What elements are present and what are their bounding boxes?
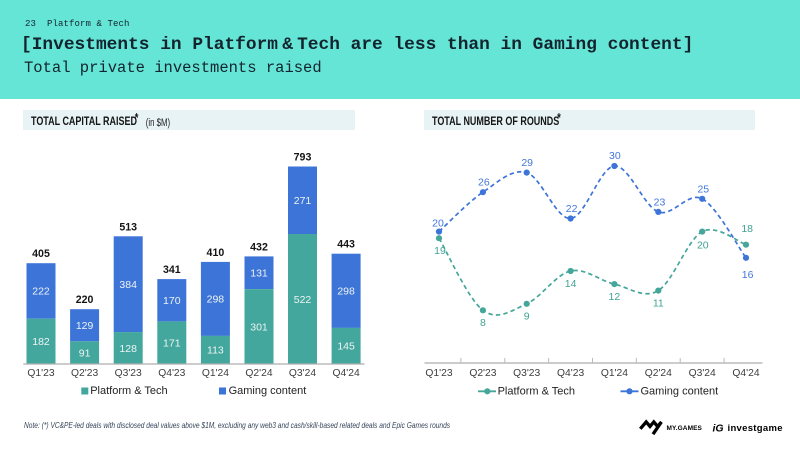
svg-text:145: 145 xyxy=(337,341,355,353)
svg-text:19: 19 xyxy=(434,245,446,257)
svg-text:91: 91 xyxy=(79,348,91,360)
svg-text:271: 271 xyxy=(294,195,312,207)
svg-text:30: 30 xyxy=(609,150,621,162)
svg-text:14: 14 xyxy=(565,278,577,290)
svg-text:9: 9 xyxy=(524,311,530,323)
svg-text:113: 113 xyxy=(207,345,224,357)
svg-text:341: 341 xyxy=(163,264,181,276)
svg-text:222: 222 xyxy=(32,286,50,298)
svg-text:Q4'24: Q4'24 xyxy=(333,368,360,379)
svg-text:25: 25 xyxy=(697,184,709,196)
svg-text:29: 29 xyxy=(521,157,533,169)
svg-text:Q4'24: Q4'24 xyxy=(732,368,759,379)
svg-text:iG: iG xyxy=(713,422,724,434)
svg-text:Q1'24: Q1'24 xyxy=(202,368,229,379)
svg-text:Q3'24: Q3'24 xyxy=(289,368,316,379)
svg-text:23: 23 xyxy=(654,197,666,209)
svg-text:298: 298 xyxy=(337,286,355,298)
svg-text:Q2'24: Q2'24 xyxy=(645,368,672,379)
svg-text:12: 12 xyxy=(609,291,621,303)
svg-text:MY.GAMES: MY.GAMES xyxy=(667,425,703,432)
svg-text:18: 18 xyxy=(741,223,753,235)
svg-text:22: 22 xyxy=(566,203,578,215)
svg-text:Q2'23: Q2'23 xyxy=(71,368,98,379)
svg-text:Q1'23: Q1'23 xyxy=(425,368,452,379)
svg-text:Platform & Tech: Platform & Tech xyxy=(90,385,167,397)
svg-text:Q2'24: Q2'24 xyxy=(245,368,272,379)
svg-text:522: 522 xyxy=(294,294,312,306)
svg-text:513: 513 xyxy=(119,221,137,233)
svg-text:182: 182 xyxy=(32,336,50,348)
svg-text:Q1'24: Q1'24 xyxy=(601,368,628,379)
svg-text:Gaming content: Gaming content xyxy=(229,385,307,397)
svg-text:793: 793 xyxy=(294,152,312,164)
svg-text:Q4'23: Q4'23 xyxy=(557,368,584,379)
svg-text:410: 410 xyxy=(207,247,225,259)
svg-text:20: 20 xyxy=(432,218,444,230)
svg-text:11: 11 xyxy=(653,298,664,310)
svg-text:20: 20 xyxy=(697,239,709,251)
svg-text:129: 129 xyxy=(76,320,94,332)
svg-text:Gaming content: Gaming content xyxy=(641,385,719,397)
svg-text:Q3'23: Q3'23 xyxy=(115,368,142,379)
svg-text:432: 432 xyxy=(250,241,268,253)
svg-text:128: 128 xyxy=(119,343,137,355)
svg-text:26: 26 xyxy=(478,177,490,189)
svg-text:Q3'23: Q3'23 xyxy=(513,368,540,379)
svg-text:384: 384 xyxy=(119,279,137,291)
svg-text:131: 131 xyxy=(250,268,268,280)
svg-text:298: 298 xyxy=(207,294,225,306)
svg-text:170: 170 xyxy=(163,295,181,307)
svg-text:301: 301 xyxy=(250,321,268,333)
svg-text:Q3'24: Q3'24 xyxy=(689,368,716,379)
svg-text:Q4'23: Q4'23 xyxy=(158,368,185,379)
svg-text:171: 171 xyxy=(163,338,181,350)
svg-text:8: 8 xyxy=(480,317,486,329)
svg-text:investgame: investgame xyxy=(728,423,783,434)
svg-text:Platform & Tech: Platform & Tech xyxy=(498,385,575,397)
svg-text:405: 405 xyxy=(32,248,50,260)
svg-text:16: 16 xyxy=(742,269,754,281)
svg-text:Q1'23: Q1'23 xyxy=(27,368,54,379)
svg-text:220: 220 xyxy=(76,294,94,306)
svg-text:Q2'23: Q2'23 xyxy=(469,368,496,379)
svg-text:443: 443 xyxy=(337,239,355,251)
